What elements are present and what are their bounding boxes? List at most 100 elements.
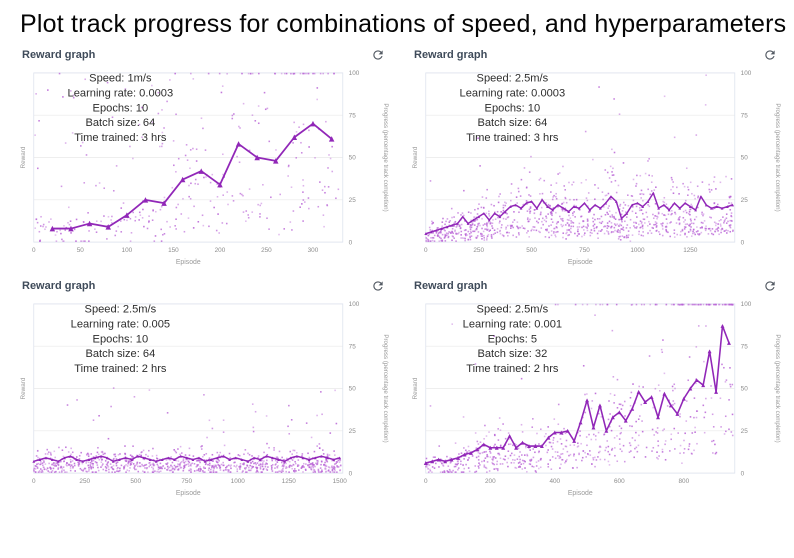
svg-text:750: 750 [181, 478, 192, 485]
chart-annotation: Time trained: 3 hrs [74, 132, 167, 144]
scatter-points [425, 74, 734, 242]
svg-text:75: 75 [741, 112, 749, 119]
x-axis-title: Episode [568, 259, 593, 266]
chart-annotation: Learning rate: 0.005 [71, 318, 170, 330]
svg-text:1500: 1500 [333, 478, 348, 485]
svg-text:50: 50 [741, 385, 749, 392]
svg-text:500: 500 [526, 247, 537, 254]
hyperparameter-annotations: Speed: 2.5m/s Learning rate: 0.005 Epochs:… [71, 303, 170, 374]
svg-text:200: 200 [215, 247, 226, 254]
y-right-axis-title: Progress (percentage track completion) [774, 103, 781, 211]
svg-text:0: 0 [424, 478, 428, 485]
trend-markers [49, 120, 335, 232]
svg-text:50: 50 [349, 155, 357, 162]
chart-canvas: Speed: 1m/s Learning rate: 0.0003 Epochs: … [20, 70, 389, 266]
axis-ticks: 0 200 400 600 800 0 25 50 75 100 [424, 301, 752, 485]
svg-text:25: 25 [741, 428, 749, 435]
svg-text:75: 75 [349, 112, 357, 119]
hyperparameter-annotations: Speed: 1m/s Learning rate: 0.0003 Epochs: … [68, 73, 174, 144]
svg-text:100: 100 [741, 70, 752, 77]
refresh-button[interactable] [762, 47, 778, 63]
chart-annotation: Batch size: 64 [477, 117, 547, 129]
svg-text:250: 250 [261, 247, 272, 254]
panel-header: Reward graph [18, 276, 392, 296]
refresh-button[interactable] [370, 278, 386, 294]
svg-text:100: 100 [122, 247, 133, 254]
svg-text:1250: 1250 [683, 247, 698, 254]
hyperparameter-annotations: Speed: 2.5m/s Learning rate: 0.0003 Epochs… [460, 73, 566, 144]
page-title: Plot track progress for combinations of … [20, 10, 787, 38]
y-left-axis-title: Reward [412, 377, 419, 399]
svg-text:0: 0 [349, 470, 353, 477]
svg-text:100: 100 [349, 70, 360, 77]
chart-canvas: Speed: 2.5m/s Learning rate: 0.005 Epochs:… [20, 301, 389, 497]
svg-text:600: 600 [614, 478, 625, 485]
chart-annotation: Speed: 2.5m/s [477, 303, 549, 315]
chart-canvas: Speed: 2.5m/s Learning rate: 0.001 Epochs:… [412, 301, 781, 497]
reward-graph-panel-1: Reward graph Speed: 1m/s Learning rate: 0… [18, 45, 392, 272]
svg-text:50: 50 [349, 385, 357, 392]
chart-annotation: Batch size: 32 [477, 348, 547, 360]
svg-text:500: 500 [130, 478, 141, 485]
refresh-icon [763, 50, 777, 65]
reward-graph-panel-3: Reward graph Speed: 2.5m/s Learning rate:… [18, 275, 392, 503]
axis-ticks: 0 250 500 750 1000 1250 0 25 50 75 100 [424, 70, 752, 254]
y-left-axis-title: Reward [20, 377, 27, 399]
svg-text:0: 0 [741, 239, 745, 246]
svg-text:50: 50 [77, 247, 85, 254]
reward-graph-panel-2: Reward graph Speed: 2.5m/s Learning rate:… [410, 45, 784, 272]
panel-header: Reward graph [410, 276, 784, 296]
chart-annotation: Epochs: 5 [488, 333, 537, 345]
chart-annotation: Epochs: 10 [93, 102, 149, 114]
chart-annotation: Batch size: 64 [85, 117, 155, 129]
chart-annotation: Epochs: 10 [485, 102, 541, 114]
gridlines [33, 303, 344, 474]
svg-text:250: 250 [473, 247, 484, 254]
axis-ticks: 0 50 100 150 200 250 300 0 25 50 75 100 [32, 70, 360, 254]
reward-graph-panel-4: Reward graph Speed: 2.5m/s Learning rate:… [410, 275, 784, 503]
x-axis-title: Episode [568, 489, 593, 496]
panel-header: Reward graph [18, 45, 392, 65]
svg-text:0: 0 [424, 247, 428, 254]
y-right-axis-title: Progress (percentage track completion) [382, 103, 389, 211]
svg-text:200: 200 [485, 478, 496, 485]
chart-canvas: Speed: 2.5m/s Learning rate: 0.0003 Epochs… [412, 70, 781, 266]
chart-annotation: Time trained: 2 hrs [74, 362, 167, 374]
chart-annotation: Time trained: 2 hrs [466, 362, 559, 374]
refresh-button[interactable] [762, 278, 778, 294]
chart-annotation: Speed: 2.5m/s [477, 73, 549, 85]
y-right-axis-title: Progress (percentage track completion) [382, 334, 389, 442]
svg-text:100: 100 [741, 301, 752, 308]
x-axis-title: Episode [176, 489, 201, 496]
svg-text:750: 750 [579, 247, 590, 254]
panel-header: Reward graph [410, 45, 784, 65]
hyperparameter-annotations: Speed: 2.5m/s Learning rate: 0.001 Epochs:… [463, 303, 562, 374]
y-right-axis-title: Progress (percentage track completion) [774, 334, 781, 442]
x-axis-title: Episode [176, 259, 201, 266]
svg-text:0: 0 [741, 470, 745, 477]
refresh-icon [371, 50, 385, 65]
svg-text:1000: 1000 [231, 478, 246, 485]
svg-text:100: 100 [349, 301, 360, 308]
svg-text:75: 75 [349, 343, 357, 350]
svg-text:1000: 1000 [630, 247, 645, 254]
scatter-points [425, 303, 734, 473]
chart-annotation: Learning rate: 0.0003 [68, 87, 174, 99]
refresh-button[interactable] [370, 47, 386, 63]
svg-text:300: 300 [308, 247, 319, 254]
svg-text:75: 75 [741, 343, 749, 350]
trend-markers [423, 323, 731, 465]
svg-text:50: 50 [741, 155, 749, 162]
svg-text:250: 250 [79, 478, 90, 485]
panel-title: Reward graph [22, 49, 96, 61]
svg-text:25: 25 [741, 197, 749, 204]
chart-annotation: Epochs: 10 [93, 333, 149, 345]
trend-line [52, 122, 333, 230]
chart-annotation: Learning rate: 0.001 [463, 318, 562, 330]
y-left-axis-title: Reward [20, 146, 27, 168]
panel-title: Reward graph [414, 49, 488, 61]
panel-title: Reward graph [22, 279, 96, 292]
svg-text:0: 0 [32, 478, 36, 485]
svg-text:800: 800 [678, 478, 689, 485]
